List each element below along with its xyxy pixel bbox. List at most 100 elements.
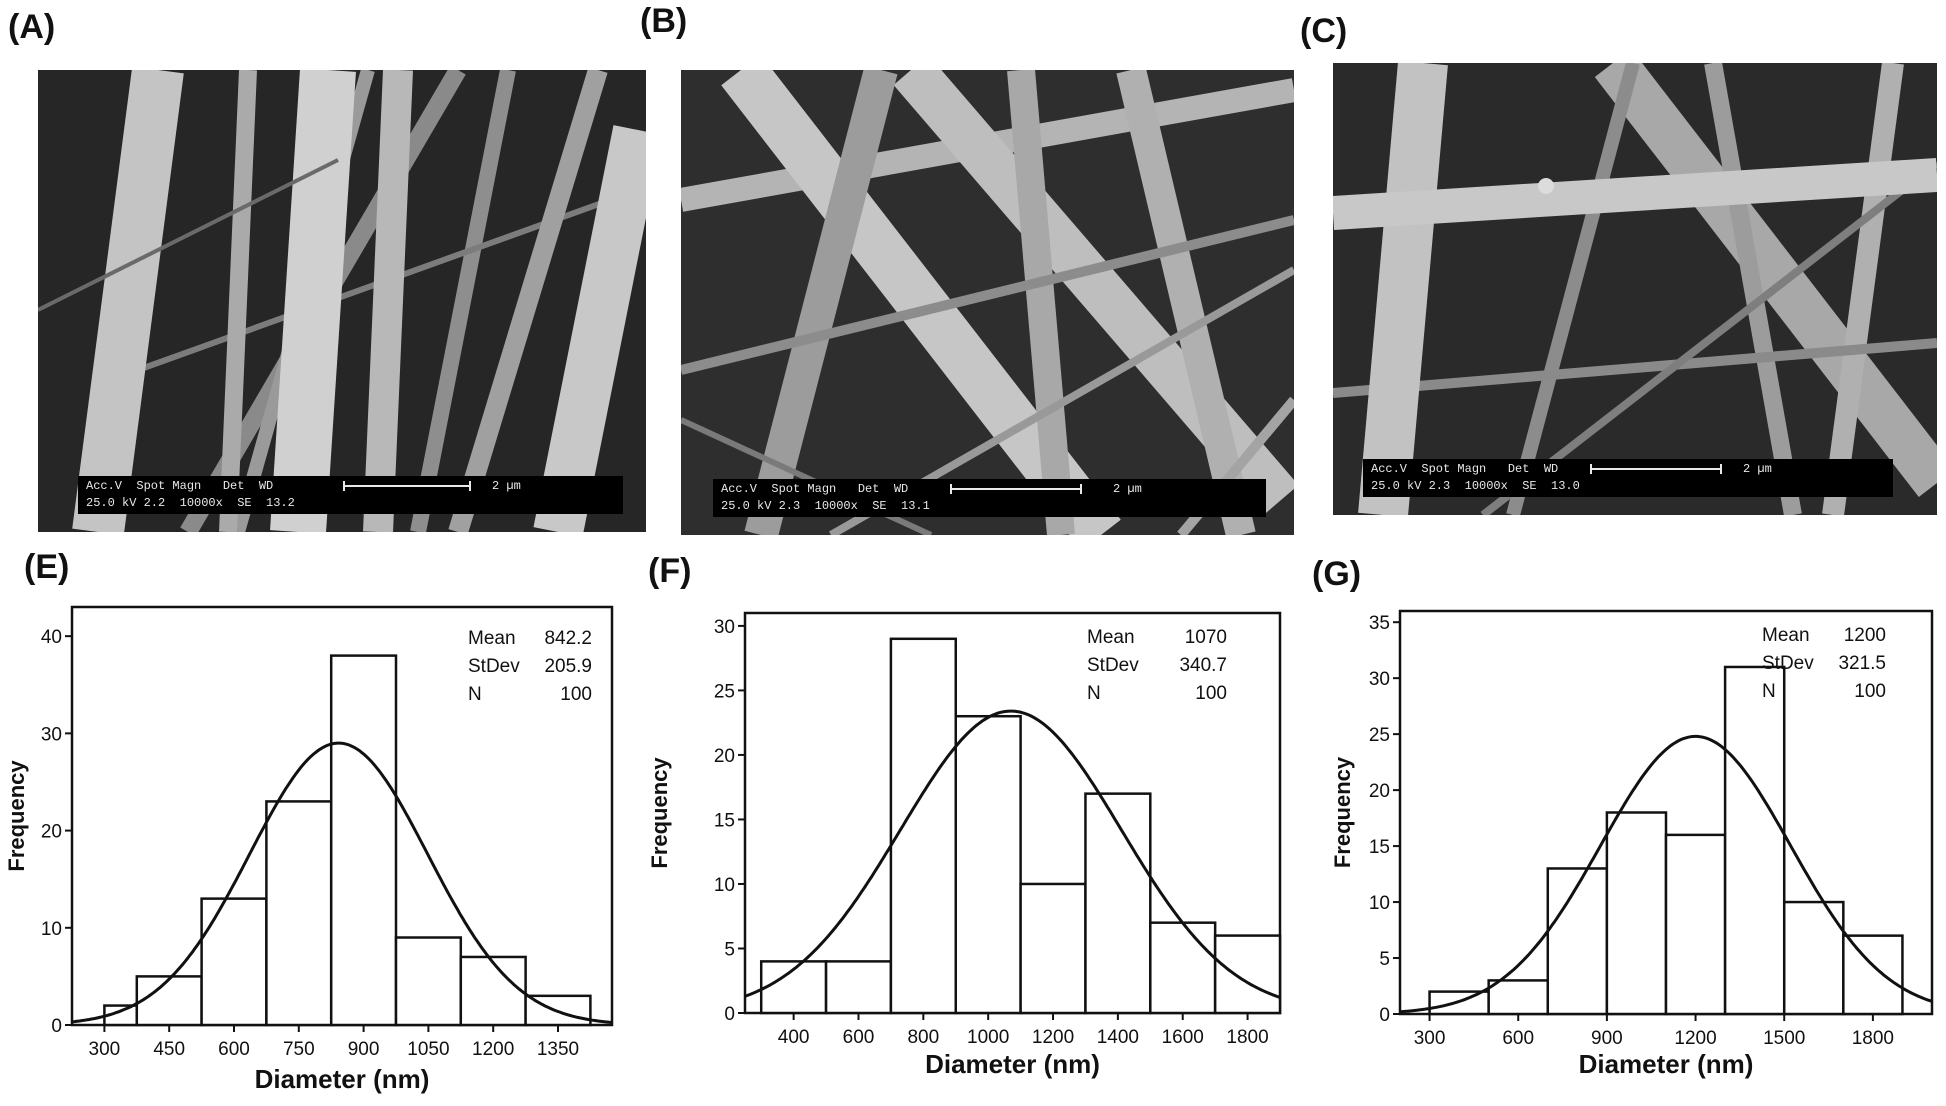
x-tick-label-3: 1200 — [1674, 1028, 1716, 1049]
histogram-bar-3 — [1605, 811, 1668, 1016]
x-tick-label-1: 600 — [843, 1027, 875, 1048]
normal-fit-curve — [744, 709, 1281, 999]
stats-value-mean: 842.2 — [544, 628, 592, 649]
y-tick-label-1: 5 — [724, 939, 735, 960]
histogram-bar-7 — [1842, 934, 1904, 1016]
y-tick-label-3: 15 — [1369, 837, 1390, 858]
histogram-bar-2 — [200, 897, 268, 1027]
histogram-bar-2 — [1546, 867, 1609, 1016]
histogram-f: 400 600 800 1000 1200 1400 1600 1800 0 5 10 15 20 25 3… — [645, 585, 1305, 1101]
x-tick-label-6: 1200 — [472, 1039, 514, 1060]
sem-info-line1: Acc.V Spot Magn Det WD — [86, 479, 274, 493]
stats-label-mean: Mean — [1762, 625, 1810, 646]
stats-value-n: 100 — [560, 684, 592, 705]
y-tick-label-1: 5 — [1379, 949, 1390, 970]
stats-label-stdev: StDev — [1762, 653, 1814, 674]
sem-info-line2: 25.0 kV 2.3 10000x SE 13.0 — [1371, 479, 1580, 493]
histogram-bar-6 — [1149, 921, 1217, 1015]
sem-info-bar: Acc.V Spot Magn Det WD 25.0 kV 2.2 10000… — [78, 476, 623, 514]
sem-info-bar: Acc.V Spot Magn Det WD 25.0 kV 2.3 10000… — [1363, 459, 1893, 497]
x-tick-label-2: 800 — [907, 1027, 939, 1048]
x-axis-label: Diameter (nm) — [925, 1049, 1100, 1079]
x-tick-label-0: 300 — [1414, 1028, 1446, 1049]
scale-bar — [343, 481, 471, 491]
histogram-bar-4 — [1019, 882, 1087, 1015]
histogram-f-svg: 400 600 800 1000 1200 1400 1600 1800 0 5 10 15 20 25 3… — [647, 611, 1282, 1079]
y-axis-label: Frequency — [4, 760, 29, 872]
sem-info-line1: Acc.V Spot Magn Det WD — [721, 482, 909, 496]
x-tick-label-4: 1500 — [1763, 1028, 1805, 1049]
histogram-bar-6 — [459, 955, 527, 1027]
histogram-bar-4 — [329, 654, 398, 1027]
x-axis-label: Diameter (nm) — [255, 1064, 430, 1094]
stats-value-mean: 1200 — [1844, 625, 1886, 646]
x-tick-label-5: 1050 — [407, 1039, 449, 1060]
y-tick-label-2: 10 — [714, 875, 735, 896]
y-tick-label-4: 20 — [1369, 781, 1390, 802]
x-tick-label-1: 600 — [1502, 1028, 1534, 1049]
y-tick-label-0: 0 — [724, 1004, 735, 1025]
x-tick-label-4: 1200 — [1032, 1027, 1074, 1048]
normal-fit-curve — [71, 741, 613, 1024]
stats-label-mean: Mean — [1087, 627, 1135, 648]
panel-label-g: (G) — [1312, 555, 1362, 593]
y-tick-label-7: 35 — [1369, 613, 1390, 634]
histogram-bar-1 — [1487, 979, 1550, 1016]
histogram-bar-5 — [1084, 792, 1152, 1015]
y-tick-label-1: 10 — [41, 919, 62, 940]
sem-image-c: Acc.V Spot Magn Det WD 25.0 kV 2.3 10000… — [1333, 63, 1937, 515]
stats-value-n: 100 — [1854, 681, 1886, 702]
panel-label-a: (A) — [8, 8, 56, 46]
histogram-bar-6 — [1782, 900, 1845, 1016]
histogram-g-svg: 300 600 900 1200 1500 1800 0 5 10 15 20 25 30 35 Diame… — [1330, 609, 1934, 1079]
scale-bar-label: 2 µm — [1113, 482, 1142, 496]
x-tick-label-3: 1000 — [967, 1027, 1009, 1048]
histogram-e: 300 450 600 750 900 1050 1200 1350 0 10 20 30 40 Diam… — [0, 580, 640, 1101]
scale-bar-label: 2 µm — [492, 479, 521, 493]
scale-bar-label: 2 µm — [1743, 462, 1772, 476]
stats-label-n: N — [1762, 681, 1776, 702]
sem-info-line1: Acc.V Spot Magn Det WD — [1371, 462, 1559, 476]
panel-label-b: (B) — [640, 2, 688, 40]
y-tick-label-4: 40 — [41, 627, 62, 648]
stats-label-n: N — [468, 684, 482, 705]
histogram-bar-3 — [954, 714, 1022, 1015]
x-tick-label-5: 1800 — [1852, 1028, 1894, 1049]
normal-fit-curve — [1399, 734, 1933, 1014]
y-axis-label: Frequency — [647, 757, 672, 869]
x-tick-label-4: 900 — [348, 1039, 380, 1060]
scale-bar — [950, 484, 1082, 494]
stats-label-stdev: StDev — [468, 656, 520, 677]
sem-info-line2: 25.0 kV 2.2 10000x SE 13.2 — [86, 496, 295, 510]
stats-label-stdev: StDev — [1087, 655, 1139, 676]
stats-label-mean: Mean — [468, 628, 516, 649]
y-axis-label: Frequency — [1330, 756, 1355, 868]
x-tick-label-7: 1350 — [537, 1039, 579, 1060]
x-tick-label-0: 300 — [89, 1039, 121, 1060]
panel-label-e: (E) — [24, 548, 70, 586]
histogram-bar-2 — [889, 637, 958, 1015]
y-tick-label-3: 15 — [714, 810, 735, 831]
histogram-bar-5 — [394, 936, 463, 1027]
x-tick-label-0: 400 — [778, 1027, 810, 1048]
x-tick-label-6: 1600 — [1162, 1027, 1204, 1048]
histogram-bar-3 — [265, 800, 333, 1027]
stats-value-stdev: 205.9 — [544, 656, 592, 677]
stats-value-n: 100 — [1195, 683, 1227, 704]
y-tick-label-5: 25 — [714, 681, 735, 702]
x-tick-label-1: 450 — [153, 1039, 185, 1060]
x-tick-label-7: 1800 — [1226, 1027, 1268, 1048]
y-tick-label-4: 20 — [714, 746, 735, 767]
x-tick-label-2: 900 — [1591, 1028, 1623, 1049]
sem-info-line2: 25.0 kV 2.3 10000x SE 13.1 — [721, 499, 930, 513]
histogram-bar-4 — [1664, 833, 1727, 1016]
histogram-bar-7 — [1213, 934, 1282, 1015]
histogram-bar-5 — [1723, 665, 1786, 1016]
sem-info-bar: Acc.V Spot Magn Det WD 25.0 kV 2.3 10000… — [713, 479, 1266, 517]
histogram-bar-1 — [135, 975, 203, 1027]
y-tick-label-6: 30 — [1369, 669, 1390, 690]
stats-label-n: N — [1087, 683, 1101, 704]
x-axis-label: Diameter (nm) — [1579, 1049, 1754, 1079]
x-tick-label-2: 600 — [218, 1039, 250, 1060]
y-tick-label-2: 10 — [1369, 893, 1390, 914]
